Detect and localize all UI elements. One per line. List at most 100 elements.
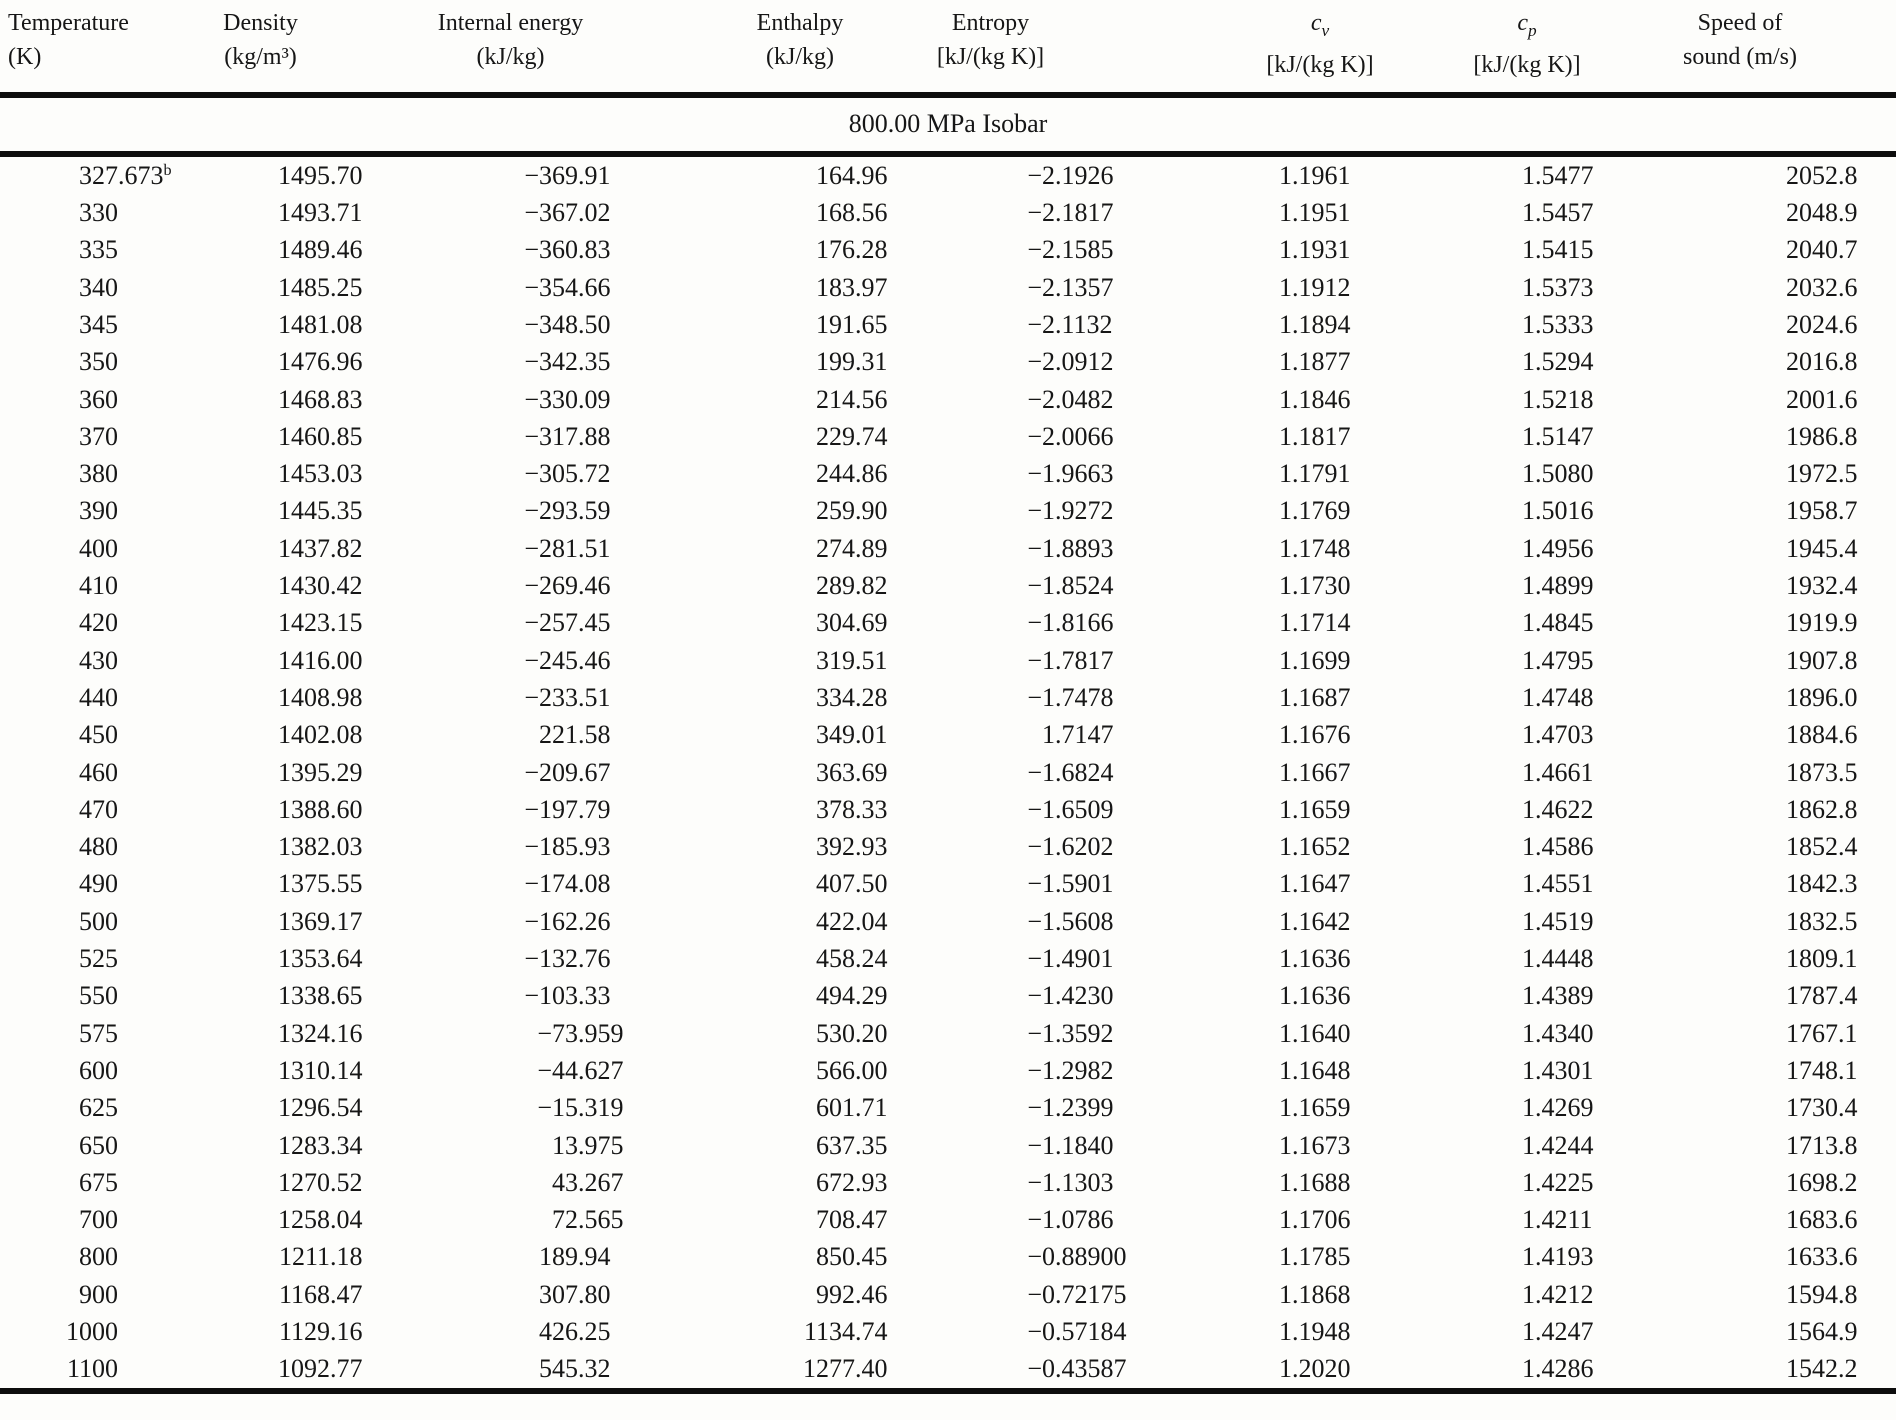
cell-cv: 1.1676 xyxy=(1279,720,1351,750)
cell-temperature: 650 xyxy=(79,1130,118,1160)
cell-cp: 1.5016 xyxy=(1522,496,1594,526)
cell-cp: 1.4211 xyxy=(1522,1205,1593,1235)
cell-cp: 1.4748 xyxy=(1522,682,1594,712)
cell-temperature: 490 xyxy=(79,869,118,899)
cell-density: 1168.47 xyxy=(278,1279,363,1309)
table-row: 330 1493.71 −367.02 168.56 −2.1817 1.1951 1.54… xyxy=(0,194,1896,231)
cell-speed-of-sound: 1986.8 xyxy=(1786,421,1858,451)
cell-entropy: −2.1926 xyxy=(1027,160,1114,190)
cell-density: 1402.08 xyxy=(278,720,363,750)
cell-entropy: −0.57184 xyxy=(1027,1317,1127,1346)
column-header-enthalpy: Enthalpy (kJ/kg) xyxy=(655,0,915,98)
cell-density: 1481.08 xyxy=(278,309,363,339)
cell-temperature: 390 xyxy=(79,496,118,526)
cell-cp: 1.4586 xyxy=(1522,832,1594,862)
cell-enthalpy: 289.82 xyxy=(816,571,888,601)
cell-cp: 1.4193 xyxy=(1522,1242,1594,1272)
cell-cv: 1.1785 xyxy=(1279,1242,1351,1272)
cell-entropy: −1.8524 xyxy=(1027,571,1114,601)
cell-temperature: 450 xyxy=(79,720,118,750)
cell-cv: 1.1748 xyxy=(1279,533,1351,563)
cell-cv: 1.1961 xyxy=(1279,160,1351,190)
cell-internal-energy: 545.32 xyxy=(539,1354,611,1384)
cell-speed-of-sound: 2024.6 xyxy=(1786,309,1858,339)
cell-entropy: −1.9272 xyxy=(1027,496,1114,526)
column-header-cp: cp [kJ/(kg K)] xyxy=(1400,0,1650,98)
cell-cp: 1.4448 xyxy=(1522,944,1594,974)
cell-enthalpy: 992.46 xyxy=(816,1279,888,1309)
cell-enthalpy: 407.50 xyxy=(816,869,888,899)
cell-cv: 1.1791 xyxy=(1279,459,1351,489)
cell-density: 1408.98 xyxy=(278,682,363,712)
cell-density: 1460.85 xyxy=(278,421,363,451)
cell-entropy: −2.0066 xyxy=(1027,421,1114,451)
table-row: 525 1353.64 −132.76 458.24 −1.4901 1.1636 1.44… xyxy=(0,940,1896,977)
cell-cv: 1.1706 xyxy=(1279,1205,1351,1235)
cell-temperature: 430 xyxy=(79,645,118,675)
cell-cp: 1.4519 xyxy=(1522,906,1594,936)
cell-entropy: −1.6202 xyxy=(1027,832,1114,862)
cell-internal-energy: −342.35 xyxy=(524,347,611,377)
cell-density: 1338.65 xyxy=(278,981,363,1011)
cell-temperature: 1100 xyxy=(66,1354,118,1384)
table-row: 440 1408.98 −233.51 334.28 −1.7478 1.1687 1.47… xyxy=(0,679,1896,716)
cell-internal-energy: 72.565 xyxy=(552,1205,624,1235)
cell-density: 1453.03 xyxy=(278,459,363,489)
cell-temperature: 330 xyxy=(79,198,118,228)
cell-speed-of-sound: 1633.6 xyxy=(1786,1242,1858,1272)
cell-cv: 1.1894 xyxy=(1279,309,1351,339)
cell-enthalpy: 1277.40 xyxy=(803,1354,888,1384)
cell-enthalpy: 494.29 xyxy=(816,981,888,1011)
cell-cv: 1.1846 xyxy=(1279,384,1351,414)
cell-temperature: 460 xyxy=(79,757,118,787)
cell-internal-energy: −293.59 xyxy=(524,496,611,526)
cell-temperature: 440 xyxy=(79,682,118,712)
cell-entropy: −1.5901 xyxy=(1027,869,1114,899)
cell-cp: 1.5147 xyxy=(1522,421,1594,451)
cell-cp: 1.4340 xyxy=(1522,1018,1594,1048)
cell-entropy: −1.2399 xyxy=(1027,1093,1114,1123)
cell-speed-of-sound: 2040.7 xyxy=(1786,235,1858,265)
cell-cp: 1.4269 xyxy=(1522,1093,1594,1123)
cell-enthalpy: 334.28 xyxy=(816,682,888,712)
cell-cp: 1.4661 xyxy=(1522,757,1594,787)
cell-speed-of-sound: 1809.1 xyxy=(1786,944,1858,974)
cell-entropy: −1.9663 xyxy=(1027,459,1114,489)
cell-speed-of-sound: 1945.4 xyxy=(1786,533,1858,563)
cell-speed-of-sound: 1730.4 xyxy=(1786,1093,1858,1123)
cell-entropy: −1.8893 xyxy=(1027,533,1114,563)
cell-internal-energy: −197.79 xyxy=(524,794,611,824)
cell-internal-energy: 307.80 xyxy=(539,1279,611,1309)
cell-cp: 1.4286 xyxy=(1522,1354,1594,1384)
cell-temperature: 350 xyxy=(79,347,118,377)
table-row: 800 1211.18 189.94 850.45 −0.88900 1.1785 1.41… xyxy=(0,1238,1896,1275)
cell-entropy: −2.1357 xyxy=(1027,272,1114,302)
cell-density: 1375.55 xyxy=(278,869,363,899)
cell-density: 1258.04 xyxy=(278,1205,363,1235)
cell-speed-of-sound: 1842.3 xyxy=(1786,869,1858,899)
cell-enthalpy: 199.31 xyxy=(816,347,888,377)
cell-enthalpy: 304.69 xyxy=(816,608,888,638)
cell-cv: 1.1687 xyxy=(1279,682,1351,712)
cell-speed-of-sound: 1683.6 xyxy=(1786,1205,1858,1235)
cell-speed-of-sound: 1907.8 xyxy=(1786,645,1858,675)
cell-internal-energy: −132.76 xyxy=(524,944,611,974)
table-row: 460 1395.29 −209.67 363.69 −1.6824 1.1667 1.46… xyxy=(0,754,1896,791)
cell-internal-energy: −330.09 xyxy=(524,384,611,414)
cell-speed-of-sound: 1564.9 xyxy=(1786,1317,1858,1346)
cell-cv: 1.1636 xyxy=(1279,944,1351,974)
cell-temperature: 500 xyxy=(79,906,118,936)
cell-internal-energy: 426.25 xyxy=(539,1317,611,1346)
table-row: 420 1423.15 −257.45 304.69 −1.8166 1.1714 1.48… xyxy=(0,604,1896,641)
cell-internal-energy: −233.51 xyxy=(524,682,611,712)
cell-cp: 1.4389 xyxy=(1522,981,1594,1011)
cell-density: 1353.64 xyxy=(278,944,363,974)
cell-temperature: 1000 xyxy=(66,1317,118,1346)
cell-internal-energy: −245.46 xyxy=(524,645,611,675)
cell-speed-of-sound: 1873.5 xyxy=(1786,757,1858,787)
cell-temperature: 420 xyxy=(79,608,118,638)
cell-temperature: 470 xyxy=(79,794,118,824)
cell-speed-of-sound: 2001.6 xyxy=(1786,384,1858,414)
